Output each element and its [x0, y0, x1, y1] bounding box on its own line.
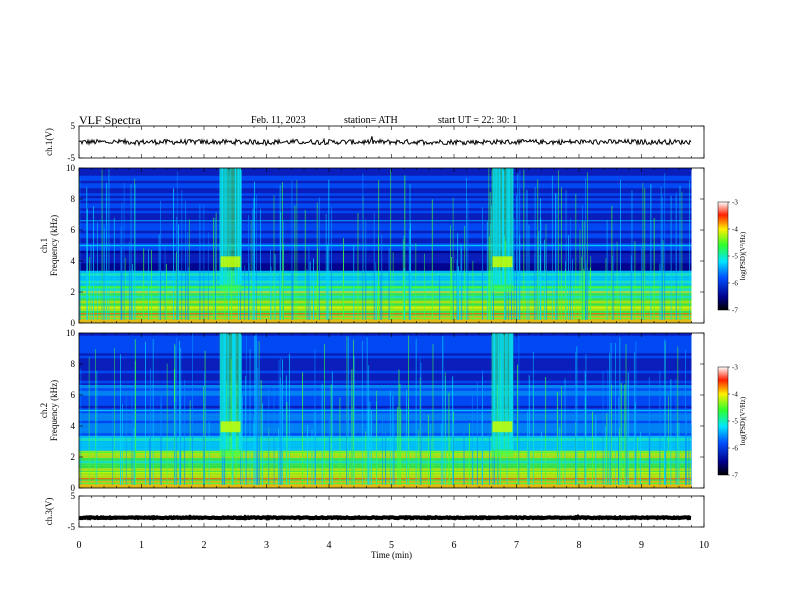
- panel-s1-ytick-5: 10: [66, 163, 76, 173]
- panel-s1-ytick-4: 8: [71, 194, 76, 204]
- cb1-scale: [717, 201, 729, 311]
- panel-ch3-ylabel: ch.3(V): [44, 498, 54, 526]
- xtick-2: 2: [202, 540, 207, 551]
- date-label: Feb. 11, 2023: [251, 115, 306, 126]
- cb1-tick-0: -3: [732, 199, 738, 207]
- panel-s1-burst-peak-1: [492, 256, 513, 268]
- xtick-4: 4: [327, 540, 332, 551]
- xtick-10: 10: [699, 540, 709, 551]
- cb2-tick-2: -5: [732, 418, 738, 426]
- panel-s2-ytick-4: 8: [71, 359, 76, 369]
- panel-s1-ytick-2: 4: [71, 256, 76, 266]
- cb2-tick-4: -7: [732, 472, 738, 480]
- xtick-7: 7: [514, 540, 519, 551]
- cb1-tick-3: -6: [732, 280, 738, 288]
- xaxis-label: Time (min): [371, 550, 412, 560]
- xtick-6: 6: [452, 540, 457, 551]
- ch3-waveform-panel: 5 -5 ch.3(V): [44, 491, 705, 532]
- cb1-label: log(PSD)(V²/Hz): [739, 231, 747, 280]
- panel-s2-burst-peak-1: [492, 421, 513, 433]
- colorbar-ch1: -3 -4 -5 -6 -7 log(PSD)(V²/Hz): [717, 199, 747, 315]
- xtick-8: 8: [577, 540, 582, 551]
- xtick-5: 5: [389, 540, 394, 551]
- time-axis: 0 1 2 3 4 5 6 7 8 9 10 Time (min): [77, 540, 710, 560]
- panel-s2-ytick-0: 0: [71, 483, 76, 493]
- panel-s2-ytick-1: 2: [71, 452, 76, 462]
- panel-ch3-ytick-0: 5: [71, 491, 76, 501]
- ch1-spectrogram-panel: 0 2 4 6 8 10 ch.1Frequency (kHz): [39, 163, 705, 328]
- panel-s1-ytick-3: 6: [71, 225, 76, 235]
- chart-title: VLF Spectra: [79, 113, 141, 127]
- xtick-0: 0: [77, 540, 82, 551]
- panel-s2-ytick-3: 6: [71, 390, 76, 400]
- cb2-scale: [717, 366, 729, 476]
- panel-ch1-ytick-0: 5: [71, 121, 76, 131]
- panel-s1-ytick-0: 0: [71, 318, 76, 328]
- colorbar-ch2: -3 -4 -5 -6 -7 log(PSD)(V²/Hz): [717, 364, 747, 480]
- ch1-waveform-panel: 5 -5 ch.1(V): [44, 121, 705, 163]
- panel-s1-ylabel: ch.1Frequency (kHz): [39, 215, 59, 276]
- panel-s1-burst-peak-0: [220, 256, 241, 268]
- panel-s2-ylabel: ch.2Frequency (kHz): [39, 380, 59, 441]
- cb1-tick-2: -5: [732, 253, 738, 261]
- panel-ch3-ytick-1: -5: [68, 522, 76, 532]
- panel-ch3-trace: [78, 514, 692, 521]
- panel-s2-ytick-5: 10: [66, 328, 76, 338]
- panel-s2-burst-peak-0: [220, 421, 241, 433]
- xtick-9: 9: [639, 540, 644, 551]
- panel-ch1-ylabel: ch.1(V): [44, 128, 54, 156]
- cb2-tick-1: -4: [732, 391, 738, 399]
- start-ut-label: start UT = 22: 30: 1: [438, 115, 518, 126]
- ch2-spectrogram-panel: 0 2 4 6 8 10 ch.2Frequency (kHz): [39, 328, 705, 493]
- station-label: station= ATH: [344, 115, 398, 126]
- panel-ch1-trace: [78, 136, 692, 147]
- panel-s2-ytick-2: 4: [71, 421, 76, 431]
- cb2-tick-0: -3: [732, 364, 738, 372]
- panel-ch1-ytick-1: -5: [68, 153, 76, 163]
- xtick-1: 1: [139, 540, 144, 551]
- cb2-label: log(PSD)(V²/Hz): [739, 396, 747, 445]
- cb2-tick-3: -6: [732, 445, 738, 453]
- panel-s1-ytick-1: 2: [71, 287, 76, 297]
- cb1-tick-1: -4: [732, 226, 738, 234]
- xtick-3: 3: [264, 540, 269, 551]
- cb1-tick-4: -7: [732, 307, 738, 315]
